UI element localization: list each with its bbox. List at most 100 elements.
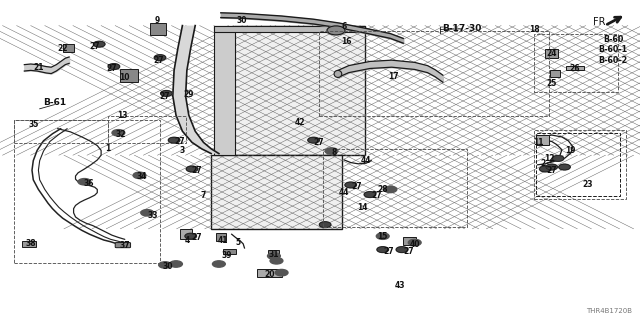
Circle shape <box>159 262 172 268</box>
Text: 3: 3 <box>180 146 185 155</box>
Text: 39: 39 <box>222 252 232 260</box>
Text: 40: 40 <box>410 240 420 249</box>
Text: 4: 4 <box>184 236 189 245</box>
Text: 13: 13 <box>118 111 128 120</box>
Text: 27: 27 <box>384 247 394 256</box>
Text: 6: 6 <box>342 22 347 31</box>
Text: 27: 27 <box>371 191 381 200</box>
Bar <box>257 269 282 277</box>
Circle shape <box>270 258 283 264</box>
Text: 8: 8 <box>332 148 337 156</box>
Bar <box>319 31 549 116</box>
Bar <box>550 70 560 77</box>
Bar <box>150 23 166 35</box>
Bar <box>536 133 620 196</box>
Text: 27: 27 <box>160 92 170 100</box>
Circle shape <box>212 261 225 267</box>
Bar <box>214 26 365 32</box>
Bar <box>403 237 416 245</box>
Text: B-60-1: B-60-1 <box>598 45 628 54</box>
Circle shape <box>345 182 356 188</box>
Bar <box>223 249 236 254</box>
Text: 27: 27 <box>547 166 557 175</box>
Text: 30: 30 <box>237 16 247 25</box>
Text: 9: 9 <box>154 16 159 25</box>
Circle shape <box>540 166 551 172</box>
Bar <box>108 116 186 143</box>
Text: 18: 18 <box>529 25 540 34</box>
Text: B-61: B-61 <box>43 98 66 107</box>
Circle shape <box>546 164 557 170</box>
Bar <box>14 120 108 143</box>
Text: 10: 10 <box>120 73 130 82</box>
Text: 23: 23 <box>582 180 593 188</box>
Text: 43: 43 <box>395 281 405 290</box>
Circle shape <box>377 247 388 252</box>
Circle shape <box>161 91 172 96</box>
Ellipse shape <box>334 70 342 77</box>
Bar <box>534 130 626 199</box>
Bar <box>545 49 558 58</box>
Text: 20: 20 <box>265 270 275 279</box>
Text: 38: 38 <box>26 239 36 248</box>
Text: THR4B1720B: THR4B1720B <box>586 308 632 314</box>
Text: 15: 15 <box>378 232 388 241</box>
Circle shape <box>108 64 120 69</box>
FancyBboxPatch shape <box>115 243 131 248</box>
Bar <box>216 233 226 241</box>
Circle shape <box>268 253 280 259</box>
Bar <box>14 120 160 263</box>
Text: FR.: FR. <box>593 17 608 27</box>
Circle shape <box>186 166 198 172</box>
Circle shape <box>559 164 570 170</box>
Bar <box>180 229 192 239</box>
Circle shape <box>408 239 421 246</box>
Bar <box>234 26 365 155</box>
Text: 36: 36 <box>83 179 93 188</box>
Text: 27: 27 <box>174 137 184 146</box>
Polygon shape <box>173 26 219 154</box>
Circle shape <box>552 156 564 161</box>
Circle shape <box>78 179 91 185</box>
Circle shape <box>376 233 389 239</box>
Text: 17: 17 <box>388 72 399 81</box>
Text: 29: 29 <box>184 90 194 99</box>
Text: B-60: B-60 <box>603 35 623 44</box>
Text: 41: 41 <box>218 236 228 245</box>
Text: 22: 22 <box>58 44 68 53</box>
Text: 27: 27 <box>107 64 117 73</box>
Text: 27: 27 <box>192 166 202 175</box>
Text: 44: 44 <box>361 156 371 165</box>
Circle shape <box>327 26 345 35</box>
Circle shape <box>141 210 154 216</box>
Text: 27: 27 <box>90 42 100 51</box>
Text: 19: 19 <box>566 146 576 155</box>
Text: 16: 16 <box>342 37 352 46</box>
Text: 5: 5 <box>236 238 241 247</box>
Circle shape <box>154 55 166 60</box>
Text: 33: 33 <box>147 211 157 220</box>
Text: 12: 12 <box>544 154 554 163</box>
Text: 2: 2 <box>540 159 545 168</box>
Circle shape <box>170 261 182 267</box>
Text: 32: 32 <box>115 130 125 139</box>
Bar <box>211 155 342 229</box>
Bar <box>22 241 36 247</box>
Text: 27: 27 <box>154 56 164 65</box>
Circle shape <box>364 192 376 197</box>
Text: 21: 21 <box>33 63 44 72</box>
Text: 31: 31 <box>269 250 279 259</box>
Text: 14: 14 <box>358 203 368 212</box>
Text: 34: 34 <box>137 172 147 181</box>
Bar <box>534 34 618 92</box>
Text: 27: 27 <box>314 138 324 147</box>
Text: 25: 25 <box>547 79 557 88</box>
Circle shape <box>133 172 146 179</box>
Circle shape <box>384 186 397 193</box>
Bar <box>268 250 279 254</box>
Text: 27: 27 <box>403 247 413 256</box>
Circle shape <box>325 148 338 154</box>
Text: 30: 30 <box>163 262 173 271</box>
Text: 37: 37 <box>120 241 130 250</box>
Text: 44: 44 <box>339 188 349 197</box>
